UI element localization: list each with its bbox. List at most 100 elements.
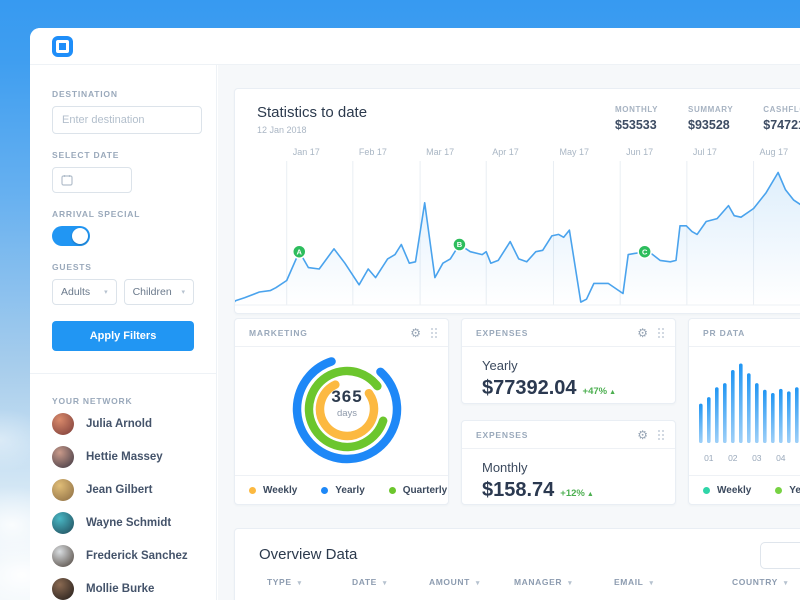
gear-icon[interactable]: ⚙ <box>637 427 648 442</box>
legend-item: Quarterly <box>388 485 447 496</box>
expenses-period: Yearly <box>482 358 518 373</box>
pr-data-card: PR DATA 01 02 03 04 Weekly Yearly <box>688 318 800 505</box>
app-logo[interactable] <box>52 36 73 57</box>
delta-badge: +47% <box>582 386 608 397</box>
pr-data-title: PR DATA <box>703 327 746 338</box>
svg-text:C: C <box>642 247 648 256</box>
svg-text:Feb 17: Feb 17 <box>359 147 387 157</box>
arrival-special-toggle[interactable] <box>52 226 90 246</box>
destination-label: DESTINATION <box>52 89 118 99</box>
svg-text:03: 03 <box>752 453 762 463</box>
marketing-card: MARKETING ⚙ 365 days Weekly Yearly Quarter… <box>234 318 449 505</box>
network-item[interactable]: Frederick Sanchez <box>52 545 194 567</box>
adults-value: Adults <box>61 286 91 298</box>
guests-label: GUESTS <box>52 262 92 272</box>
expenses-yearly-card: EXPENSES ⚙ Yearly $77392.04 +47% ▲ <box>461 318 676 404</box>
stat-label: CASHFLOW <box>763 105 800 114</box>
network-item[interactable]: Jean Gilbert <box>52 479 194 501</box>
expenses-amount: $158.74 +12% ▲ <box>482 479 655 502</box>
filter-sidebar: DESTINATION SELECT DATE ARRIVAL SPECIAL … <box>30 65 217 600</box>
overview-action-button[interactable] <box>760 542 800 569</box>
network-item[interactable]: Wayne Schmidt <box>52 512 194 534</box>
legend-item: Weekly <box>703 485 751 496</box>
summary-stat: SUMMARY $93528 <box>688 105 733 132</box>
column-header-country[interactable]: COUNTRY ▾ <box>732 577 789 587</box>
apply-filters-button[interactable]: Apply Filters <box>52 321 194 351</box>
expenses-monthly-card: EXPENSES ⚙ Monthly $158.74 +12% ▲ <box>461 420 676 505</box>
sort-caret-icon: ▾ <box>783 580 789 587</box>
up-arrow-icon: ▲ <box>609 389 617 396</box>
drag-handle-icon[interactable] <box>430 327 438 339</box>
legend-dot-icon <box>703 486 710 494</box>
select-date-label: SELECT DATE <box>52 150 120 160</box>
sort-caret-icon: ▾ <box>649 580 654 587</box>
svg-text:Aug 17: Aug 17 <box>760 147 789 157</box>
svg-text:B: B <box>457 240 463 249</box>
delta-badge: +12% <box>560 488 585 499</box>
network-member-name: Hettie Massey <box>86 451 163 463</box>
gear-icon[interactable]: ⚙ <box>410 325 421 340</box>
children-value: Children <box>132 286 172 298</box>
gear-icon[interactable]: ⚙ <box>637 325 648 340</box>
calendar-icon <box>61 175 73 186</box>
column-header-manager[interactable]: MANAGER ▾ <box>514 577 573 587</box>
legend-label: Yearly <box>335 484 365 496</box>
legend-item: Weekly <box>249 485 297 496</box>
window-header <box>30 28 800 65</box>
statistics-card: Statistics to date 12 Jan 2018 MONTHLY $5… <box>234 88 800 314</box>
avatar <box>52 578 74 600</box>
expenses-title: EXPENSES <box>476 327 529 338</box>
avatar <box>52 545 74 567</box>
summary-stat: MONTHLY $53533 <box>615 105 658 132</box>
svg-text:04: 04 <box>776 453 786 463</box>
arrival-special-label: ARRIVAL SPECIAL <box>52 209 141 219</box>
avatar <box>52 479 74 501</box>
legend-item: Yearly <box>775 485 800 496</box>
svg-text:Apr 17: Apr 17 <box>492 147 519 157</box>
statistics-date: 12 Jan 2018 <box>257 125 307 135</box>
drag-handle-icon[interactable] <box>657 327 665 339</box>
column-header-email[interactable]: EMAIL ▾ <box>614 577 654 587</box>
legend-dot-icon <box>249 486 256 494</box>
stat-value: $74721 <box>763 118 800 132</box>
expenses-amount: $77392.04 +47% ▲ <box>482 377 655 400</box>
bar-chart: 01 02 03 04 <box>699 363 799 463</box>
dashboard-main: Statistics to date 12 Jan 2018 MONTHLY $5… <box>218 65 800 600</box>
svg-text:Jun 17: Jun 17 <box>626 147 653 157</box>
pr-legend: Weekly Yearly <box>689 475 800 504</box>
sort-caret-icon: ▾ <box>475 580 481 587</box>
column-header-type[interactable]: TYPE ▾ <box>267 577 302 587</box>
legend-dot-icon <box>321 486 329 494</box>
column-header-date[interactable]: DATE ▾ <box>352 577 388 587</box>
stat-label: MONTHLY <box>615 105 659 114</box>
legend-dot-icon <box>775 486 783 494</box>
network-item[interactable]: Mollie Burke <box>52 578 194 600</box>
logo-square-icon <box>56 40 69 53</box>
statistics-summary: MONTHLY $53533 SUMMARY $93528 CASHFLOW $74721 <box>615 105 800 132</box>
amount-value: $77392.04 <box>482 377 577 399</box>
statistics-title: Statistics to date <box>257 104 368 121</box>
drag-handle-icon[interactable] <box>657 429 665 441</box>
marketing-title: MARKETING <box>249 327 308 338</box>
your-network-label: YOUR NETWORK <box>52 396 133 406</box>
destination-input[interactable] <box>52 106 202 134</box>
children-select[interactable]: Children ▾ <box>123 279 194 305</box>
expenses-title: EXPENSES <box>476 429 529 440</box>
date-input[interactable] <box>52 167 132 193</box>
table-header: TYPE ▾ DATE ▾ AMOUNT ▾ MANAGER ▾ EMAIL ▾ COUNTRY ▾ <box>235 577 800 597</box>
svg-text:Jan 17: Jan 17 <box>293 147 320 157</box>
legend-item: Yearly <box>321 484 365 496</box>
adults-select[interactable]: Adults ▾ <box>52 279 117 305</box>
legend-dot-icon <box>388 486 396 494</box>
network-item[interactable]: Julia Arnold <box>52 413 194 435</box>
up-arrow-icon: ▲ <box>586 491 594 498</box>
stat-value: $53533 <box>615 118 657 132</box>
avatar <box>52 446 74 468</box>
sort-caret-icon: ▾ <box>568 580 573 587</box>
column-header-amount[interactable]: AMOUNT ▾ <box>429 577 481 587</box>
line-chart[interactable]: Jan 17 Feb 17 Mar 17 Apr 17 May 17 Jun 17 Jul … <box>235 141 800 315</box>
network-member-name: Frederick Sanchez <box>86 550 188 562</box>
donut-chart <box>292 354 402 464</box>
network-item[interactable]: Hettie Massey <box>52 446 194 468</box>
